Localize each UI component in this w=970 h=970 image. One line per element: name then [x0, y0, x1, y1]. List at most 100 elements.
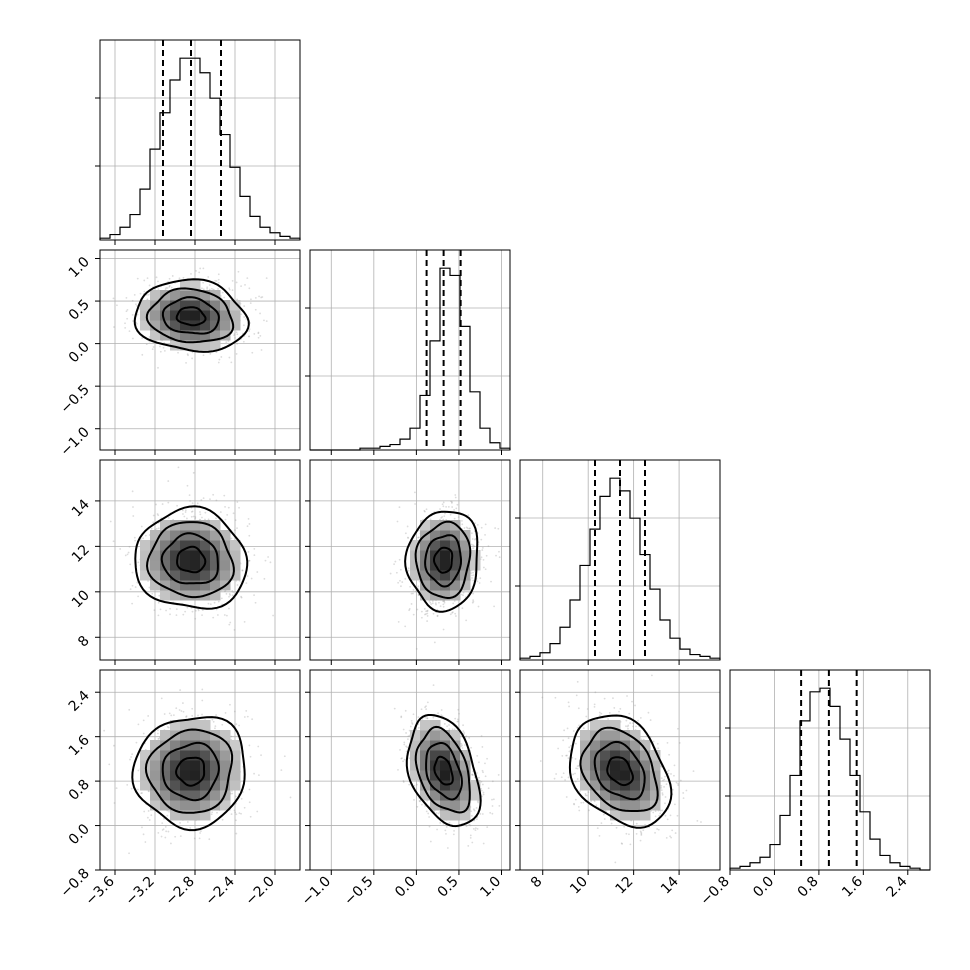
sample-point — [131, 602, 134, 605]
sample-point — [429, 518, 432, 521]
density-cell — [140, 550, 151, 561]
sample-point — [404, 625, 407, 628]
density-grid — [140, 520, 241, 601]
density-cell — [210, 770, 221, 781]
scatter-panel-frame — [99, 459, 301, 661]
density-cell — [170, 590, 181, 601]
sample-point — [241, 569, 244, 572]
sample-point — [256, 810, 259, 813]
density-cell — [150, 550, 161, 561]
sample-point — [142, 537, 144, 540]
sample-point — [202, 354, 205, 357]
sample-point — [153, 609, 156, 612]
sample-point — [236, 501, 239, 503]
sample-point — [201, 516, 203, 519]
sample-point — [224, 590, 226, 593]
sample-point — [125, 310, 128, 313]
sample-point — [168, 712, 171, 715]
sample-point — [495, 554, 497, 557]
density-cell — [200, 310, 211, 321]
sample-point — [478, 761, 480, 764]
sample-point — [394, 560, 397, 563]
sample-point — [251, 351, 254, 354]
scatter-panel-0-1: −1.0−0.50.00.51.0 — [57, 249, 301, 460]
sample-point — [146, 816, 149, 819]
x-tick-label: 0.0 — [750, 874, 777, 901]
density-cell — [190, 740, 201, 751]
sample-point — [406, 525, 409, 528]
density-cell — [220, 320, 231, 331]
density-cell — [200, 290, 211, 301]
sample-point — [234, 795, 237, 798]
histogram-bin — [260, 227, 270, 240]
sample-point — [175, 707, 178, 710]
sample-point — [472, 600, 475, 603]
density-cell — [140, 300, 151, 311]
sample-point — [179, 689, 182, 691]
sample-point — [194, 516, 197, 518]
sample-point — [234, 519, 237, 522]
histogram-panel-frame — [729, 669, 931, 871]
sample-point — [157, 738, 160, 740]
sample-point — [428, 825, 431, 828]
sample-point — [235, 281, 238, 284]
sample-point — [232, 512, 235, 515]
sample-point — [448, 821, 451, 824]
density-cell — [450, 540, 461, 551]
sample-point — [403, 743, 406, 746]
sample-point — [408, 609, 411, 612]
sample-point — [136, 277, 139, 280]
sample-point — [141, 826, 143, 829]
sample-point — [472, 544, 475, 547]
sample-point — [157, 527, 160, 530]
sample-point — [471, 773, 474, 776]
contour-line — [433, 546, 454, 574]
y-tick-label: 8 — [75, 633, 93, 651]
sample-point — [452, 602, 455, 605]
sample-point — [201, 713, 203, 716]
density-cell — [210, 560, 221, 571]
sample-point — [230, 361, 233, 364]
sample-point — [131, 320, 134, 322]
sample-point — [142, 732, 145, 735]
sample-point — [191, 707, 194, 710]
density-cell — [150, 320, 161, 331]
sample-point — [137, 788, 139, 791]
sample-point — [440, 714, 443, 717]
sample-point — [215, 517, 217, 520]
sample-point — [186, 353, 189, 356]
sample-point — [404, 532, 407, 535]
sample-point — [471, 577, 473, 579]
sample-point — [429, 601, 432, 604]
sample-point — [170, 714, 173, 717]
sample-point — [393, 707, 396, 710]
sample-point — [476, 523, 479, 526]
sample-point — [272, 614, 274, 617]
sample-point — [155, 276, 158, 279]
density-cell — [410, 560, 421, 571]
sample-point — [460, 593, 463, 596]
sample-point — [399, 579, 401, 582]
sample-point — [402, 728, 405, 731]
sample-point — [202, 288, 205, 291]
sample-point — [461, 747, 464, 749]
sample-point — [167, 726, 170, 729]
histogram-bin — [420, 395, 430, 450]
sample-point — [417, 593, 420, 596]
density-cell — [170, 330, 181, 341]
sample-point — [137, 723, 140, 726]
sample-point — [167, 480, 170, 482]
sample-point — [246, 277, 249, 280]
sample-point — [250, 577, 253, 580]
density-cell — [180, 800, 191, 811]
sample-point — [186, 606, 189, 609]
sample-point — [396, 520, 399, 523]
sample-point — [405, 732, 407, 734]
sample-point — [482, 558, 485, 561]
histogram-step-line — [310, 267, 511, 451]
sample-point — [498, 804, 501, 807]
sample-point — [206, 286, 209, 289]
x-tick-label: −2.4 — [202, 873, 237, 908]
sample-point — [191, 351, 194, 354]
sample-point — [213, 601, 216, 604]
